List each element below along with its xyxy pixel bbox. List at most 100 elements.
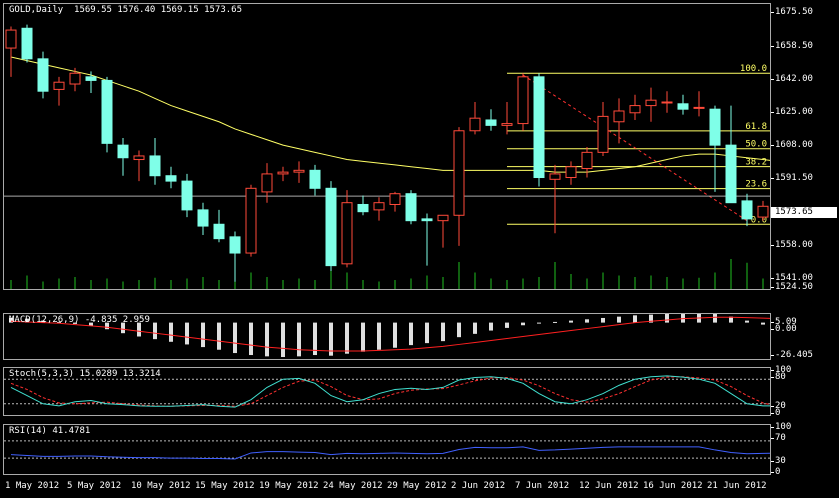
candle-body xyxy=(245,187,257,254)
macd-histogram-bar xyxy=(265,322,269,357)
macd-histogram-bar xyxy=(665,314,669,323)
x-tick: 21 Jun 2012 xyxy=(707,481,767,491)
stochastic-panel[interactable]: Stoch(5,3,3) 15.0289 13.3214 xyxy=(3,367,771,416)
y-tick: 0 xyxy=(770,467,781,477)
rsi-panel[interactable]: RSI(14) 41.4781 xyxy=(3,424,771,475)
candle-body xyxy=(725,144,737,204)
candle-body xyxy=(405,193,417,222)
stoch-signal-line xyxy=(10,376,770,407)
candle-body xyxy=(549,173,561,180)
macd-histogram-bar xyxy=(185,322,189,345)
candle-body xyxy=(469,117,481,132)
candle-body xyxy=(69,72,81,85)
macd-histogram-bar xyxy=(457,322,461,338)
candle-body xyxy=(709,108,721,146)
x-tick: 16 Jun 2012 xyxy=(643,481,703,491)
y-tick: 0 xyxy=(770,408,781,418)
candle-body xyxy=(357,203,369,213)
candle-body xyxy=(181,180,193,211)
candle-body xyxy=(533,76,545,179)
macd-histogram-bar xyxy=(297,322,301,357)
macd-histogram-bar xyxy=(217,322,221,350)
y-tick: 30 xyxy=(771,456,786,466)
candle-body xyxy=(37,58,49,92)
x-tick: 15 May 2012 xyxy=(195,481,255,491)
y-tick: -26.405 xyxy=(771,350,813,360)
macd-panel[interactable]: MACD(12,26,9) -4.835 2.959 xyxy=(3,313,771,360)
rsi-chart xyxy=(4,440,770,460)
macd-histogram-bar xyxy=(281,322,285,358)
moving-average-line xyxy=(10,56,770,173)
macd-histogram-bar xyxy=(489,322,493,331)
fib-level-label: 50.0 xyxy=(745,140,767,150)
time-axis: 1 May 2012 5 May 2012 10 May 2012 15 May… xyxy=(3,481,771,495)
y-tick: 1558.00 xyxy=(771,240,813,250)
macd-histogram-bar xyxy=(329,322,333,356)
candle-body xyxy=(101,79,113,144)
candle-body xyxy=(277,171,289,175)
candle-body xyxy=(389,193,401,205)
macd-histogram-bar xyxy=(377,322,381,350)
candle-body xyxy=(293,169,305,173)
fib-level-label: 23.6 xyxy=(745,180,767,190)
candle-body xyxy=(677,103,689,110)
macd-chart xyxy=(9,314,770,358)
candle-body xyxy=(133,155,145,161)
macd-signal-line xyxy=(10,316,770,352)
candle-body xyxy=(117,144,129,159)
rsi-line xyxy=(10,446,770,460)
candle-body xyxy=(309,169,321,189)
x-tick: 29 May 2012 xyxy=(387,481,447,491)
candle-body xyxy=(373,202,385,211)
y-tick: 20 xyxy=(771,401,786,411)
macd-histogram-bar xyxy=(153,322,157,340)
y-tick: 1625.00 xyxy=(771,107,813,117)
candle-body xyxy=(597,115,609,153)
rsi-axis: 100 70 30 0 xyxy=(770,422,839,477)
candle-body xyxy=(229,236,241,254)
x-tick: 12 Jun 2012 xyxy=(579,481,639,491)
candle-body xyxy=(629,105,641,114)
candle-body xyxy=(53,81,65,90)
macd-histogram-bar xyxy=(729,316,733,323)
candle-body xyxy=(165,175,177,182)
candle-body xyxy=(197,209,209,227)
candle-body xyxy=(85,76,97,81)
candle-body xyxy=(565,166,577,179)
macd-histogram-bar xyxy=(585,319,589,323)
macd-histogram-bar xyxy=(201,322,205,348)
x-tick: 1 May 2012 xyxy=(5,481,60,491)
macd-histogram-bar xyxy=(105,322,109,330)
macd-histogram-bar xyxy=(425,322,429,344)
macd-histogram-bar xyxy=(521,322,525,326)
candle-body xyxy=(453,130,465,216)
macd-histogram-bar xyxy=(441,322,445,342)
x-tick: 7 Jun 2012 xyxy=(515,481,570,491)
candle-body xyxy=(21,27,33,60)
y-tick: 1541.00 xyxy=(771,273,813,283)
fib-level-label: 61.8 xyxy=(745,122,767,132)
macd-histogram-bar xyxy=(121,322,125,334)
candle-body xyxy=(613,110,625,123)
fib-level-label: 100.0 xyxy=(740,64,767,74)
macd-histogram-bar xyxy=(633,315,637,323)
macd-histogram-bar xyxy=(9,317,13,323)
macd-histogram-bar xyxy=(313,322,317,356)
y-tick: 80 xyxy=(771,372,786,382)
candle-body xyxy=(661,101,673,104)
y-tick: 1658.50 xyxy=(771,41,813,51)
y-tick: 1642.00 xyxy=(771,74,813,84)
candle-body xyxy=(213,223,225,240)
price-panel[interactable]: 100.0 61.8 50.0 38.2 23.6 0.0 GOLD,Daily 1569… xyxy=(3,3,771,290)
macd-histogram-bar xyxy=(537,322,541,324)
y-tick: 1591.50 xyxy=(771,173,813,183)
candle-body xyxy=(437,214,449,222)
y-tick: 100 xyxy=(770,422,792,432)
candle-body xyxy=(757,205,769,218)
x-tick: 19 May 2012 xyxy=(259,481,319,491)
macd-histogram-bar xyxy=(89,322,93,326)
macd-histogram-bar xyxy=(713,314,717,323)
y-tick: 1524.50 xyxy=(771,282,813,292)
x-tick: 5 May 2012 xyxy=(67,481,122,491)
